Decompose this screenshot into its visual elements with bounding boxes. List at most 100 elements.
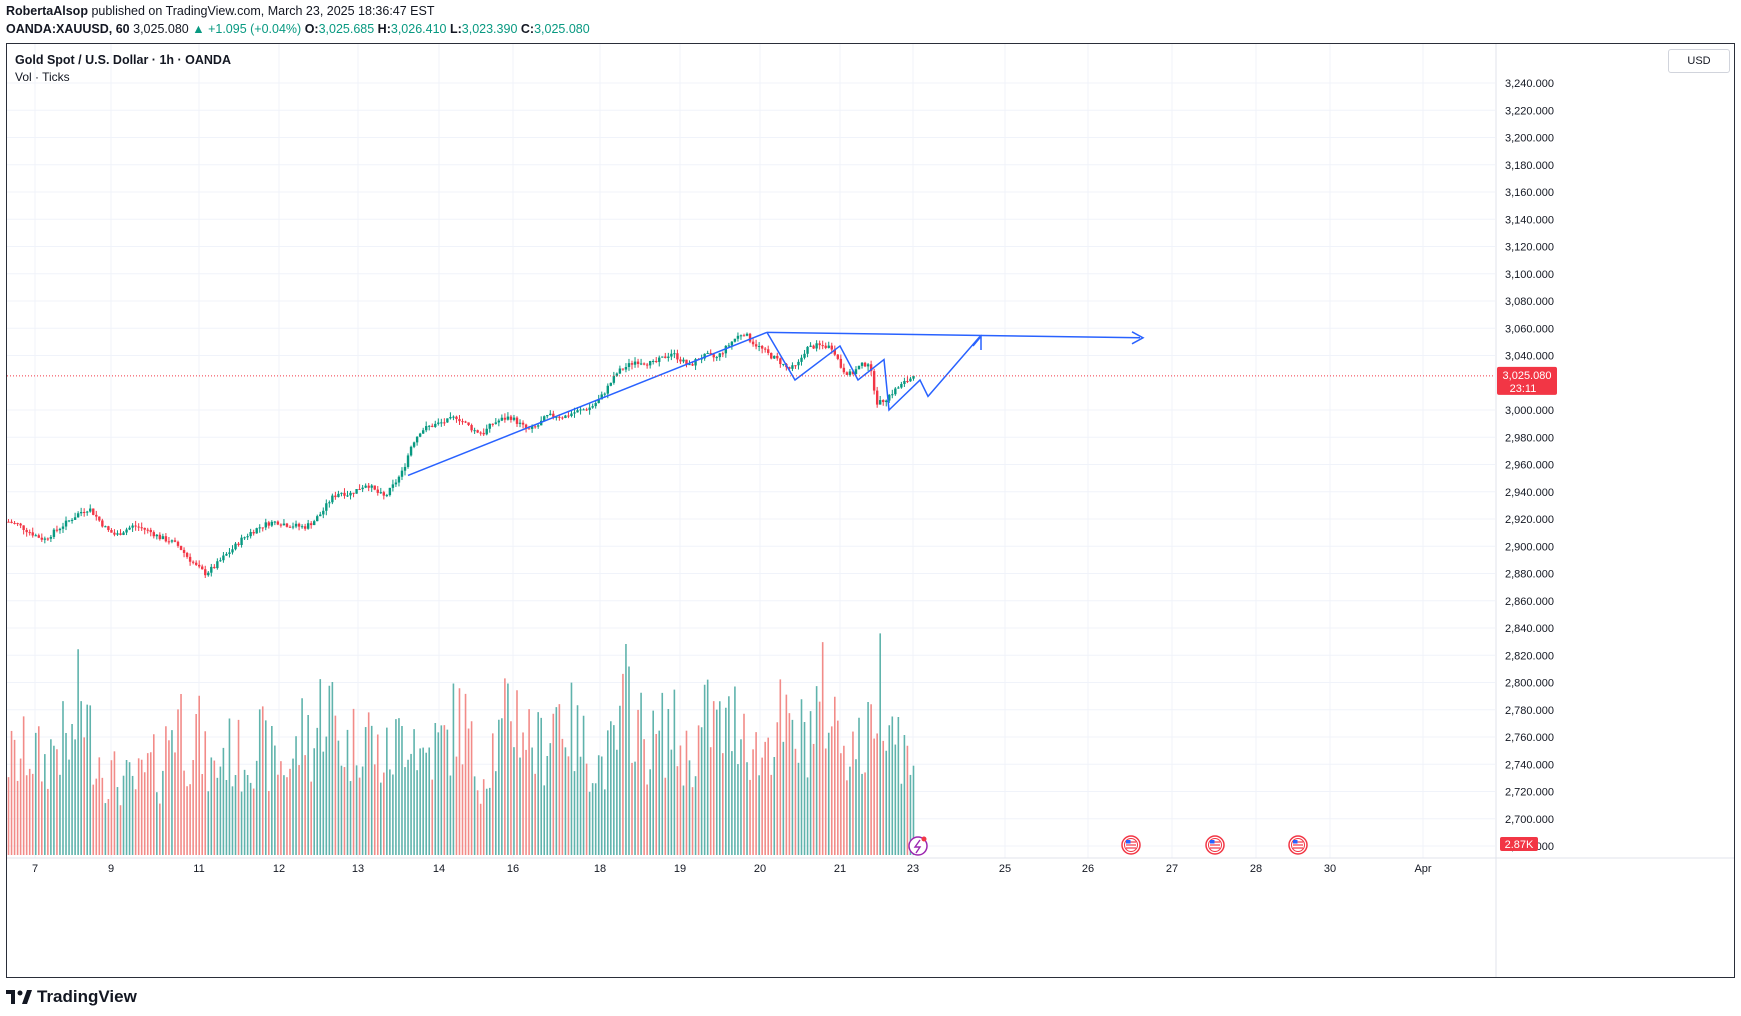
candle-body xyxy=(104,526,107,528)
candle-body xyxy=(70,519,74,521)
candle-body xyxy=(527,428,531,430)
price-tick-label: 3,120.000 xyxy=(1505,242,1554,254)
candle-body xyxy=(173,540,177,542)
candle-body xyxy=(712,354,715,358)
candle-body xyxy=(906,381,909,383)
candle-body xyxy=(618,368,622,374)
candle-body xyxy=(261,527,264,529)
candle-body xyxy=(703,353,706,359)
candle-body xyxy=(237,543,240,546)
candle-body xyxy=(494,422,498,424)
trend-line[interactable] xyxy=(407,331,768,477)
open-label: O: xyxy=(304,22,319,36)
candle-body xyxy=(388,487,392,496)
publisher-line: RobertaAlsop published on TradingView.co… xyxy=(6,4,434,18)
candle-body xyxy=(119,533,122,535)
candle-body xyxy=(394,482,398,485)
candle-body xyxy=(40,537,44,540)
candle-body xyxy=(264,522,267,528)
candle-body xyxy=(533,426,537,428)
author-name[interactable]: RobertaAlsop xyxy=(6,4,88,18)
price-tick-label: 3,100.000 xyxy=(1505,269,1554,281)
price-tick-label: 2,700.000 xyxy=(1505,814,1554,826)
candle-body xyxy=(158,534,162,540)
candle-body xyxy=(55,529,59,531)
open-value: 3,025.685 xyxy=(318,22,375,36)
candle-body xyxy=(543,416,546,421)
candle-body xyxy=(291,526,295,528)
candle-body xyxy=(627,363,631,368)
candle-body xyxy=(176,541,180,546)
candle-body xyxy=(434,423,437,427)
price-badge[interactable] xyxy=(1497,366,1557,395)
chart-legend-title[interactable]: Gold Spot / U.S. Dollar · 1h · OANDA xyxy=(15,53,231,67)
candle-body xyxy=(485,428,488,435)
candle-body xyxy=(561,417,564,419)
candle-body xyxy=(164,536,168,542)
candle-body xyxy=(488,423,491,429)
candle-body xyxy=(116,533,119,535)
low-label: L: xyxy=(449,22,462,36)
candle-body xyxy=(673,353,676,355)
candle-body xyxy=(382,492,386,496)
candle-body xyxy=(216,561,219,569)
flag-canton-icon xyxy=(1293,840,1298,844)
candle-body xyxy=(340,492,343,494)
candle-body xyxy=(79,511,83,514)
candle-body xyxy=(306,523,310,529)
candle-body xyxy=(210,566,213,573)
candle-body xyxy=(355,489,358,494)
footer-brand[interactable]: TradingView xyxy=(6,987,137,1007)
candle-body xyxy=(346,495,349,497)
lightning-icon xyxy=(913,839,922,854)
candle-body xyxy=(267,522,271,526)
price-tick-label: 2,840.000 xyxy=(1505,623,1554,635)
candle-body xyxy=(736,335,740,339)
time-tick-label: 18 xyxy=(594,863,606,875)
candle-body xyxy=(155,534,159,537)
candle-body xyxy=(757,346,761,348)
candle-body xyxy=(101,520,104,527)
candle-body xyxy=(661,356,664,358)
candle-body xyxy=(134,525,137,527)
candle-body xyxy=(500,417,504,421)
candle-body xyxy=(243,537,246,539)
candle-body xyxy=(869,364,873,372)
candle-body xyxy=(521,422,525,425)
candle-body xyxy=(570,413,573,417)
flag-canton-icon xyxy=(1126,840,1131,844)
candle-body xyxy=(188,556,192,562)
candle-body xyxy=(7,521,10,523)
candle-body xyxy=(373,485,376,490)
currency-button[interactable]: USD xyxy=(1668,49,1730,73)
candle-body xyxy=(409,446,413,456)
candle-body xyxy=(866,364,870,367)
candle-body xyxy=(249,532,252,537)
flash-event-icon[interactable] xyxy=(908,836,928,856)
candle-body xyxy=(830,345,833,350)
candle-body xyxy=(337,493,340,498)
candle-body xyxy=(803,353,806,358)
candle-body xyxy=(833,349,836,355)
price-tick-label: 2,980.000 xyxy=(1505,432,1554,444)
projection-path[interactable] xyxy=(766,331,981,412)
volume-legend[interactable]: Vol · Ticks xyxy=(15,70,70,84)
time-tick-label: 9 xyxy=(108,863,114,875)
candle-body xyxy=(585,409,588,411)
candle-body xyxy=(421,430,425,434)
candle-body xyxy=(742,335,746,337)
time-tick-label: 20 xyxy=(754,863,766,875)
candle-body xyxy=(228,552,231,554)
candle-body xyxy=(667,356,670,358)
candle-body xyxy=(885,400,888,403)
volume-badge[interactable] xyxy=(1500,837,1538,851)
price-tick-label: 3,220.000 xyxy=(1505,105,1554,117)
candle-body xyxy=(715,357,718,359)
candle-body xyxy=(567,415,570,417)
horizontal-ray[interactable] xyxy=(766,331,1141,339)
candle-body xyxy=(655,360,658,362)
ray-arrowhead xyxy=(1131,331,1145,345)
candle-body xyxy=(213,566,216,569)
candle-body xyxy=(645,364,649,366)
